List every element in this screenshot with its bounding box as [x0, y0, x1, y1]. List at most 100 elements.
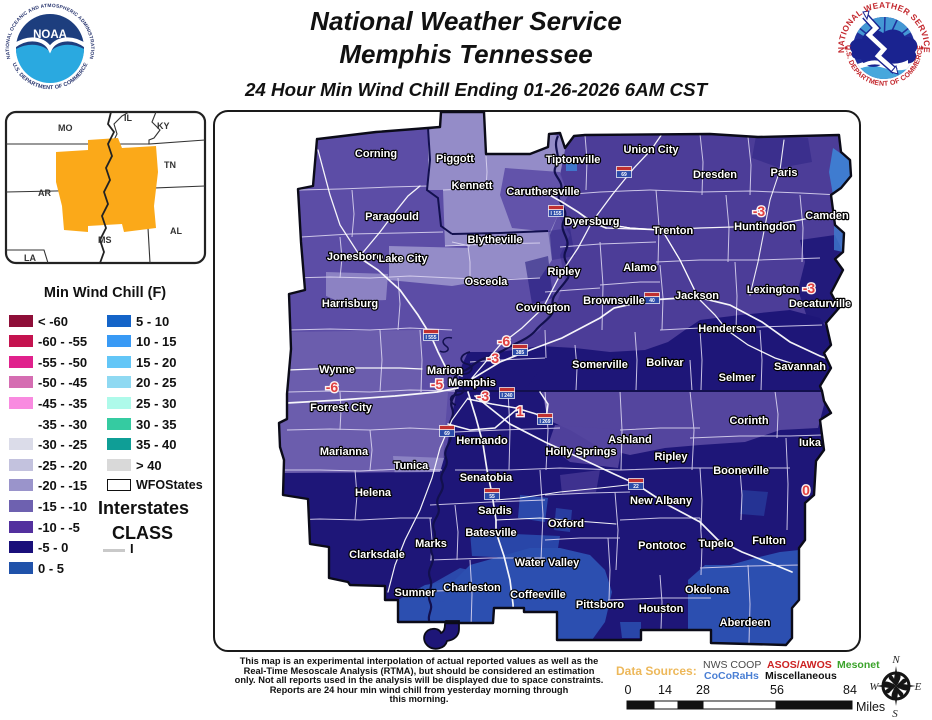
svg-text:W: W [869, 681, 879, 693]
svg-text:Water Valley: Water Valley [515, 557, 580, 569]
svg-text:LA: LA [24, 253, 36, 263]
svg-text:Decaturville: Decaturville [789, 298, 851, 310]
svg-text:Tupelo: Tupelo [698, 538, 734, 550]
svg-text:MO: MO [58, 123, 73, 133]
svg-text:-3: -3 [753, 203, 766, 219]
svg-text:Oxford: Oxford [548, 518, 584, 530]
svg-text:Forrest City: Forrest City [310, 402, 373, 414]
svg-text:Blytheville: Blytheville [467, 234, 522, 246]
svg-text:Dyersburg: Dyersburg [564, 216, 619, 228]
svg-text:0: 0 [802, 482, 810, 498]
svg-text:Caruthersville: Caruthersville [506, 186, 579, 198]
svg-text:New Albany: New Albany [630, 495, 693, 507]
svg-text:Dresden: Dresden [693, 169, 737, 181]
svg-text:Jonesboro: Jonesboro [327, 251, 384, 263]
svg-text:Memphis: Memphis [448, 377, 496, 389]
svg-text:22: 22 [633, 484, 639, 490]
svg-text:I 155: I 155 [550, 211, 561, 217]
svg-text:Pontotoc: Pontotoc [638, 540, 686, 552]
svg-text:Trenton: Trenton [653, 225, 694, 237]
svg-text:Sardis: Sardis [478, 505, 512, 517]
svg-text:Marion: Marion [427, 365, 463, 377]
svg-text:Harrisburg: Harrisburg [322, 298, 378, 310]
svg-text:Lake City: Lake City [379, 253, 429, 265]
svg-text:Selmer: Selmer [719, 372, 756, 384]
svg-text:Covington: Covington [516, 302, 571, 314]
svg-text:Somerville: Somerville [572, 359, 628, 371]
svg-text:Miles: Miles [856, 700, 885, 714]
svg-text:Marianna: Marianna [320, 446, 369, 458]
svg-text:AL: AL [170, 226, 182, 236]
svg-text:Henderson: Henderson [698, 323, 756, 335]
svg-text:I 240: I 240 [501, 393, 512, 399]
svg-text:Camden: Camden [805, 210, 849, 222]
svg-text:Hernando: Hernando [456, 435, 508, 447]
svg-text:-3: -3 [803, 280, 816, 296]
svg-text:-3: -3 [477, 388, 490, 404]
svg-text:KY: KY [157, 121, 170, 131]
svg-text:Bolivar: Bolivar [646, 357, 684, 369]
svg-text:Paris: Paris [771, 167, 798, 179]
svg-text:-6: -6 [498, 333, 511, 349]
svg-text:Alamo: Alamo [623, 262, 657, 274]
svg-text:I 269: I 269 [539, 419, 550, 425]
svg-text:Piggott: Piggott [436, 153, 474, 165]
svg-text:385: 385 [516, 350, 525, 356]
svg-text:Houston: Houston [639, 603, 684, 615]
svg-text:I 555: I 555 [425, 335, 436, 341]
svg-text:Marks: Marks [415, 538, 447, 550]
svg-text:AR: AR [38, 188, 51, 198]
svg-text:Jackson: Jackson [675, 290, 719, 302]
svg-text:14: 14 [658, 683, 672, 697]
svg-text:Charleston: Charleston [443, 582, 501, 594]
svg-text:Tunica: Tunica [394, 460, 430, 472]
svg-text:1: 1 [516, 403, 524, 419]
svg-text:Aberdeen: Aberdeen [720, 617, 771, 629]
svg-text:Corinth: Corinth [729, 415, 768, 427]
svg-text:69: 69 [621, 172, 627, 178]
svg-text:N: N [891, 654, 900, 666]
svg-text:Huntingdon: Huntingdon [734, 221, 796, 233]
svg-text:Wynne: Wynne [319, 364, 355, 376]
svg-text:Ripley: Ripley [547, 266, 581, 278]
svg-text:Ashland: Ashland [608, 434, 651, 446]
svg-text:Osceola: Osceola [465, 276, 509, 288]
svg-text:55: 55 [489, 494, 495, 500]
svg-text:Holly Springs: Holly Springs [546, 446, 617, 458]
svg-text:-6: -6 [326, 379, 339, 395]
svg-text:Okolona: Okolona [685, 584, 730, 596]
svg-text:Savannah: Savannah [774, 361, 826, 373]
svg-text:NOAA: NOAA [33, 29, 67, 41]
svg-text:-5: -5 [431, 376, 444, 392]
svg-text:Fulton: Fulton [752, 535, 786, 547]
svg-text:S: S [892, 708, 898, 720]
svg-text:Booneville: Booneville [713, 465, 769, 477]
svg-text:-3: -3 [487, 350, 500, 366]
svg-text:Pittsboro: Pittsboro [576, 599, 625, 611]
svg-text:0: 0 [625, 683, 632, 697]
svg-text:Helena: Helena [355, 487, 392, 499]
svg-text:Senatobia: Senatobia [460, 472, 513, 484]
svg-text:TN: TN [164, 160, 176, 170]
svg-text:28: 28 [696, 683, 710, 697]
svg-text:56: 56 [770, 683, 784, 697]
svg-text:Union City: Union City [624, 144, 680, 156]
svg-text:40: 40 [649, 298, 655, 304]
svg-text:Iuka: Iuka [799, 437, 822, 449]
svg-text:Brownsville: Brownsville [583, 295, 645, 307]
svg-text:Batesville: Batesville [465, 527, 516, 539]
svg-text:Ripley: Ripley [654, 451, 688, 463]
svg-text:MS: MS [98, 235, 112, 245]
svg-text:Clarksdale: Clarksdale [349, 549, 405, 561]
svg-text:E: E [914, 681, 922, 693]
svg-text:Sumner: Sumner [395, 587, 437, 599]
svg-text:84: 84 [843, 683, 857, 697]
svg-text:Corning: Corning [355, 148, 397, 160]
svg-text:69: 69 [444, 431, 450, 437]
svg-text:IL: IL [124, 113, 133, 123]
svg-text:Lexington: Lexington [747, 284, 800, 296]
svg-text:Paragould: Paragould [365, 211, 419, 223]
svg-text:Tiptonville: Tiptonville [546, 154, 601, 166]
svg-text:Kennett: Kennett [452, 180, 493, 192]
svg-text:Coffeeville: Coffeeville [510, 589, 566, 601]
